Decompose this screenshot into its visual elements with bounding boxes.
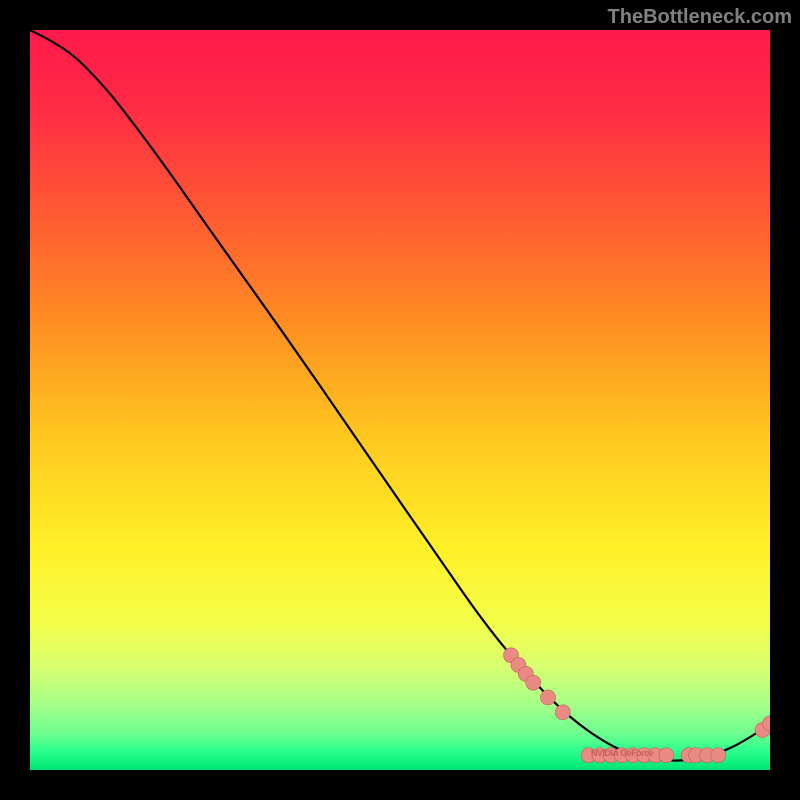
data-marker bbox=[659, 748, 674, 763]
plot-area: NVIDIA GeForce bbox=[30, 30, 770, 770]
data-marker bbox=[711, 748, 726, 763]
bottleneck-curve bbox=[30, 30, 770, 761]
data-marker bbox=[541, 690, 556, 705]
chart-container: NVIDIA GeForce TheBottleneck.com bbox=[0, 0, 800, 800]
series-label: NVIDIA GeForce bbox=[591, 748, 654, 758]
data-markers bbox=[504, 648, 771, 763]
watermark-text: TheBottleneck.com bbox=[608, 6, 792, 29]
data-marker bbox=[526, 675, 541, 690]
data-marker bbox=[555, 705, 570, 720]
chart-svg: NVIDIA GeForce bbox=[30, 30, 770, 770]
